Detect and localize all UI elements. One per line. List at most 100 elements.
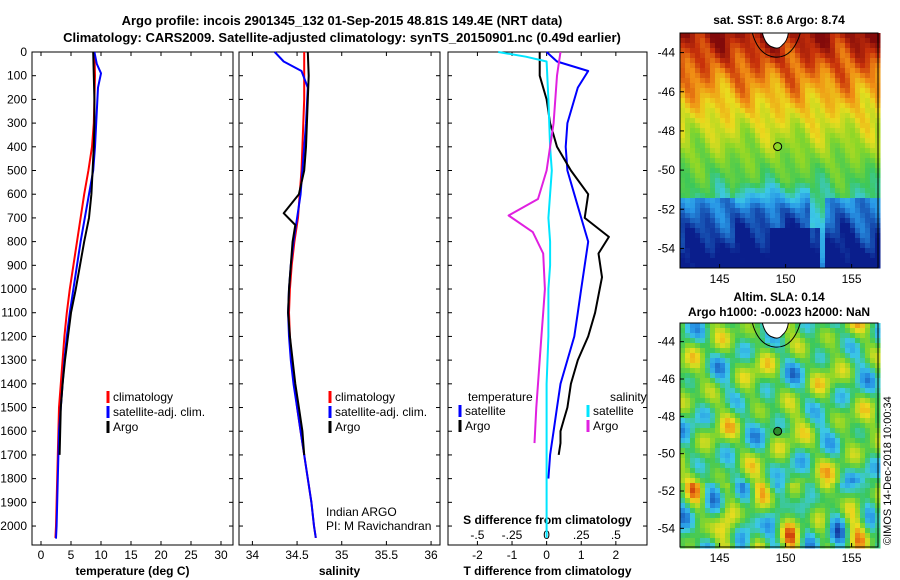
sst-map-cell: [850, 48, 856, 54]
sst-map-cell: [775, 83, 781, 89]
sla-map-cell: [690, 503, 696, 509]
sst-map-cell: [850, 98, 856, 104]
sst-map-cell: [755, 103, 761, 109]
sla-map-cell: [800, 458, 806, 464]
sst-map-cell: [825, 208, 831, 214]
sla-map-cell: [695, 423, 701, 429]
sst-map-cell: [810, 178, 816, 184]
sst-map-cell: [745, 98, 751, 104]
sla-map-cell: [720, 338, 726, 344]
sla-map-cell: [785, 423, 791, 429]
sla-map-cell: [725, 413, 731, 419]
sla-map-cell: [765, 543, 771, 549]
sst-map-cell: [780, 108, 786, 114]
sla-map-cell: [695, 378, 701, 384]
sst-map-cell: [840, 33, 846, 39]
sst-map-cell: [735, 213, 741, 219]
sst-map-cell: [725, 243, 731, 249]
sst-map-cell: [700, 243, 706, 249]
sst-map-cell: [785, 203, 791, 209]
sst-map-cell: [785, 263, 791, 269]
sst-map-cell: [855, 98, 861, 104]
sst-map-cell: [820, 123, 826, 129]
sst-map-cell: [715, 68, 721, 74]
sla-map-cell: [795, 508, 801, 514]
sst-map-cell: [765, 48, 771, 54]
sst-map-cell: [770, 188, 776, 194]
sst-map-cell: [680, 223, 686, 229]
sla-map-cell: [825, 543, 831, 549]
sst-map-cell: [750, 183, 756, 189]
sst-map-cell: [795, 213, 801, 219]
sst-map-cell: [795, 128, 801, 134]
sla-map-cell: [765, 463, 771, 469]
sst-map-cell: [715, 83, 721, 89]
sla-map-cell: [790, 518, 796, 524]
sst-map-cell: [850, 73, 856, 79]
sst-map-cell: [785, 73, 791, 79]
sla-map-cell: [855, 473, 861, 479]
sst-map-cell: [765, 143, 771, 149]
sla-map-cell: [740, 418, 746, 424]
sla-map-cell: [785, 473, 791, 479]
sst-map-cell: [805, 203, 811, 209]
sst-map-cell: [830, 218, 836, 224]
sla-map-cell: [800, 373, 806, 379]
sst-map-cell: [805, 113, 811, 119]
sla-map-cell: [725, 378, 731, 384]
sla-map-cell: [710, 368, 716, 374]
sst-map-cell: [840, 68, 846, 74]
sst-map-cell: [770, 223, 776, 229]
sst-map-cell: [775, 178, 781, 184]
sst-map-cell: [780, 263, 786, 269]
sla-map-cell: [825, 508, 831, 514]
sst-map-cell: [860, 58, 866, 64]
sst-map-cell: [775, 153, 781, 159]
sst-map-cell: [815, 223, 821, 229]
sla-map-cell: [845, 513, 851, 519]
sst-map-cell: [815, 173, 821, 179]
sla-map-cell: [860, 473, 866, 479]
sla-map-cell: [810, 453, 816, 459]
sst-map-cell: [775, 218, 781, 224]
sal-frame: [238, 51, 441, 546]
sla-map-cell: [770, 363, 776, 369]
sla-map-cell: [830, 538, 836, 544]
sla-map-cell: [730, 538, 736, 544]
sst-map-cell: [700, 248, 706, 254]
sst-map-cell: [680, 38, 686, 44]
sst-map-cell: [810, 228, 816, 234]
sst-map-cell: [795, 203, 801, 209]
sst-map-cell: [765, 253, 771, 259]
sla-map-cell: [700, 518, 706, 524]
sla-map-cell: [740, 348, 746, 354]
sst-map-cell: [750, 148, 756, 154]
sst-map-cell: [815, 53, 821, 59]
sst-map-cell: [805, 193, 811, 199]
sla-map-cell: [680, 343, 686, 349]
sst-map-cell: [810, 73, 816, 79]
sla-map-cell: [845, 333, 851, 339]
sst-map-cell: [850, 68, 856, 74]
sla-map-cell: [815, 383, 821, 389]
sst-map-cell: [680, 193, 686, 199]
sst-map-cell: [810, 158, 816, 164]
sla-map-cell: [855, 508, 861, 514]
sla-map-cell: [785, 483, 791, 489]
sst-map-cell: [790, 143, 796, 149]
sst-map-cell: [790, 133, 796, 139]
sla-map-cell: [845, 403, 851, 409]
sla-map-cell: [725, 373, 731, 379]
sla-map-cell: [715, 368, 721, 374]
sst-map-cell: [745, 48, 751, 54]
sla-map-cell: [785, 373, 791, 379]
sst-map-cell: [820, 218, 826, 224]
sla-map-cell: [770, 483, 776, 489]
sst-map-cell: [805, 148, 811, 154]
sla-map-cell: [840, 368, 846, 374]
sst-map-cell: [745, 253, 751, 259]
sst-map-cell: [830, 108, 836, 114]
sla-map-cell: [815, 393, 821, 399]
sst-map-cell: [805, 63, 811, 69]
sst-map-cell: [685, 223, 691, 229]
